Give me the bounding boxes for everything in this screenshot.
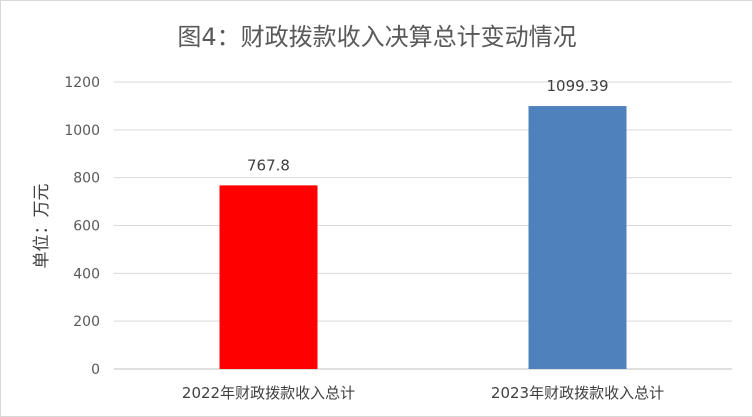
- data-label: 1099.39: [546, 77, 608, 95]
- y-tick-label: 0: [91, 362, 100, 378]
- x-tick-label: 2022年财政拨款收入总计: [182, 384, 355, 402]
- x-tick-label: 2023年财政拨款收入总计: [491, 384, 664, 402]
- bar: [528, 106, 627, 369]
- bar: [219, 185, 318, 369]
- y-tick-label: 200: [73, 314, 100, 330]
- data-label: 767.8: [247, 156, 290, 174]
- y-axis-ticks: 0 200 400 600 800 1000 1200: [64, 75, 100, 378]
- y-tick-label: 1200: [64, 75, 100, 91]
- y-tick-label: 800: [73, 171, 100, 187]
- chart-title: 图4：财政拨款收入决算总计变动情况: [177, 23, 576, 51]
- y-tick-label: 600: [73, 219, 100, 235]
- data-labels: 767.8 1099.39: [247, 77, 608, 174]
- x-axis-categories: 2022年财政拨款收入总计 2023年财政拨款收入总计: [182, 384, 664, 402]
- y-tick-label: 400: [73, 266, 100, 282]
- y-axis-label: 单位：万元: [32, 184, 52, 269]
- gridlines: [114, 81, 732, 370]
- bars: [219, 106, 627, 369]
- y-tick-label: 1000: [64, 123, 100, 139]
